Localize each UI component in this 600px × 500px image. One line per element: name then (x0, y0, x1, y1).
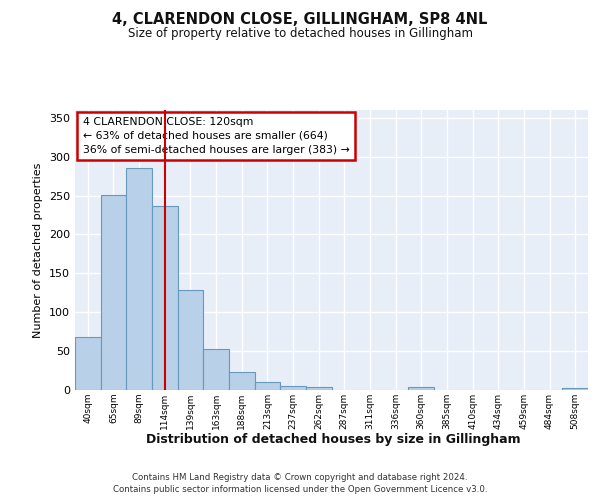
Text: Distribution of detached houses by size in Gillingham: Distribution of detached houses by size … (146, 432, 520, 446)
Bar (152, 206, 178, 390)
Bar (409, 387, 434, 390)
Bar (229, 372, 254, 390)
Text: Contains public sector information licensed under the Open Government Licence v3: Contains public sector information licen… (113, 485, 487, 494)
Bar (75, 337, 101, 390)
Bar (254, 382, 280, 390)
Y-axis label: Number of detached properties: Number of detached properties (34, 162, 43, 338)
Text: 4, CLARENDON CLOSE, GILLINGHAM, SP8 4NL: 4, CLARENDON CLOSE, GILLINGHAM, SP8 4NL (112, 12, 488, 28)
Bar (203, 349, 229, 390)
Bar (101, 195, 127, 390)
Bar (562, 388, 588, 390)
Bar (306, 387, 331, 390)
Text: Size of property relative to detached houses in Gillingham: Size of property relative to detached ho… (128, 28, 473, 40)
Bar (280, 386, 306, 390)
Text: 4 CLARENDON CLOSE: 120sqm
← 63% of detached houses are smaller (664)
36% of semi: 4 CLARENDON CLOSE: 120sqm ← 63% of detac… (83, 117, 349, 155)
Bar (178, 290, 203, 390)
Text: Contains HM Land Registry data © Crown copyright and database right 2024.: Contains HM Land Registry data © Crown c… (132, 472, 468, 482)
Bar (127, 168, 152, 390)
